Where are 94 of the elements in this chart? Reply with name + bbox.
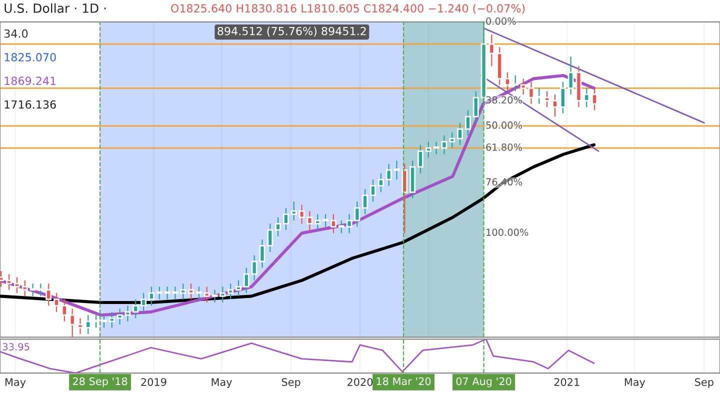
candlestick — [378, 172, 384, 193]
candlestick — [418, 144, 424, 174]
x-tick-label: May — [624, 378, 646, 388]
candlestick — [124, 305, 131, 322]
candlestick — [30, 283, 36, 297]
candlestick — [196, 286, 202, 300]
candlestick — [528, 81, 534, 104]
chart-title: U.S. Dollar · 1D · — [4, 3, 106, 13]
candlestick — [457, 122, 463, 146]
candlestick — [354, 201, 360, 228]
candlestick — [46, 283, 52, 306]
candlestick — [386, 163, 392, 186]
candlestick — [552, 94, 558, 118]
text: O1825.640 H1830.816 L1810.605 C1824.400 −1.240 (−0.07%) — [171, 4, 525, 14]
candlestick — [188, 283, 194, 300]
candlestick — [93, 314, 100, 328]
annotation: 1869.241 — [4, 76, 56, 86]
candlestick — [560, 81, 566, 114]
x-tick-label: 2021 — [554, 378, 580, 386]
x-tick-label: May — [212, 378, 232, 388]
candlestick — [584, 88, 590, 108]
candlestick — [212, 289, 218, 304]
candlestick — [512, 74, 518, 92]
ref-line-label: 07 Aug '20 — [456, 377, 512, 388]
band-label: 894.512 (75.76%) 89451.2 — [218, 26, 366, 37]
candlestick — [140, 292, 147, 312]
candlestick — [441, 134, 448, 155]
candlestick — [449, 132, 456, 149]
candlestick — [101, 314, 107, 328]
annotation: 1716.136 — [4, 100, 56, 109]
candlestick — [69, 308, 76, 338]
candlestick — [275, 216, 282, 237]
candlestick — [243, 267, 250, 294]
x-tick-label: Sep — [695, 378, 714, 388]
candlestick — [290, 201, 297, 222]
candlestick — [298, 204, 305, 224]
annotation: 100.00% — [486, 228, 528, 236]
candlestick — [346, 214, 352, 234]
candlestick — [14, 276, 20, 294]
candlestick — [488, 34, 495, 67]
candlestick — [61, 298, 68, 322]
candlestick — [108, 311, 115, 328]
candlestick — [338, 220, 344, 234]
x-tick-label: 2019 — [141, 378, 166, 386]
candlestick — [370, 178, 376, 202]
candlestick — [85, 314, 92, 335]
candlestick — [536, 88, 542, 104]
candlestick — [472, 90, 479, 124]
candlestick — [251, 254, 258, 281]
candlestick — [116, 308, 123, 326]
candlestick — [148, 286, 154, 306]
candlestick — [228, 283, 234, 300]
candlestick — [220, 286, 226, 304]
annotation: 50.00% — [486, 121, 522, 129]
candlestick — [362, 188, 368, 215]
candlestick — [172, 286, 178, 300]
candlestick — [504, 72, 510, 92]
candlestick — [425, 141, 432, 158]
annotation: 33.95 — [2, 343, 30, 350]
candlestick — [394, 160, 400, 180]
candlestick — [464, 110, 471, 136]
candlestick — [592, 88, 598, 111]
candlestick — [544, 90, 550, 108]
annotation: 61.80% — [486, 143, 522, 151]
candlestick — [6, 274, 12, 290]
annotation: 34.0 — [4, 29, 28, 38]
candlestick — [236, 280, 242, 297]
ref-line-label: 28 Sep '18 — [72, 377, 128, 388]
candlestick — [267, 223, 274, 253]
candlestick — [330, 214, 336, 234]
candlestick — [433, 141, 440, 155]
candlestick — [22, 280, 28, 297]
ref-line-label: 18 Mar '20 — [376, 377, 431, 386]
x-tick-label: 2020 — [348, 378, 373, 386]
x-tick-label: May — [6, 378, 26, 388]
candlestick — [132, 298, 139, 319]
annotation: 0.00% — [486, 17, 516, 25]
candlestick — [259, 238, 266, 268]
candlestick — [520, 78, 526, 95]
candlestick — [283, 207, 289, 231]
candlestick — [164, 286, 170, 300]
candlestick — [314, 214, 321, 231]
candlestick — [568, 56, 574, 95]
candlestick — [38, 283, 44, 297]
candlestick — [156, 286, 162, 300]
x-tick-label: Sep — [282, 378, 300, 388]
candlestick — [204, 286, 210, 304]
candlestick — [306, 210, 313, 231]
candlestick — [180, 283, 186, 300]
candlestick — [54, 292, 60, 312]
annotation: 38.20% — [486, 96, 522, 104]
candlestick — [77, 318, 84, 335]
candlestick — [322, 214, 328, 228]
annotation: 1825.070 — [4, 53, 56, 62]
